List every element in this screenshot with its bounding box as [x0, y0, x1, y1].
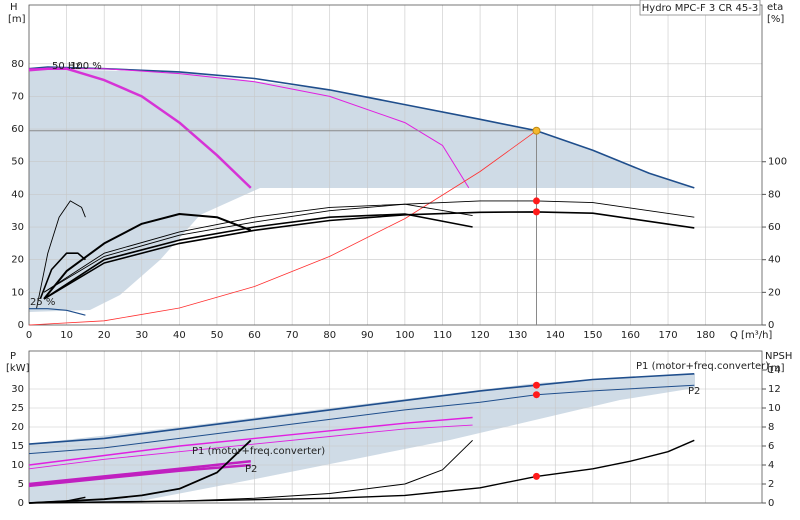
duty-point	[532, 197, 540, 205]
duty-point	[532, 391, 540, 399]
y-tick-label: 60	[11, 124, 24, 135]
curve	[43, 213, 473, 300]
curve	[36, 200, 86, 309]
curve	[28, 384, 695, 455]
annotation: 100 %	[70, 61, 102, 72]
x-tick-label: 60	[248, 330, 261, 341]
y2-tick-label: 2	[768, 479, 774, 490]
x-tick-label: 170	[658, 330, 677, 341]
x-tick-label: 30	[135, 330, 148, 341]
curve	[28, 373, 695, 445]
curve	[43, 203, 473, 293]
y2-axis-unit: [m]	[767, 363, 785, 374]
y2-tick-label: 40	[768, 255, 781, 266]
curve	[28, 424, 473, 470]
x-tick-label: 120	[471, 330, 490, 341]
curve	[29, 68, 470, 189]
y-tick-label: 15	[11, 441, 24, 452]
y-axis-label: P	[10, 351, 16, 362]
curve	[28, 439, 473, 504]
y2-axis-label: eta	[767, 2, 783, 13]
curve	[43, 200, 695, 293]
x-tick-label: 180	[696, 330, 715, 341]
duty-point	[532, 381, 540, 389]
y-tick-label: 40	[11, 189, 24, 200]
x-tick-label: 80	[323, 330, 336, 341]
y2-axis-unit: [%]	[767, 14, 784, 25]
x-tick-label: 10	[60, 330, 73, 341]
x-tick-label: 40	[173, 330, 186, 341]
y-tick-label: 5	[18, 479, 24, 490]
y-tick-label: 80	[11, 59, 24, 70]
y-tick-label: 0	[18, 498, 24, 509]
plot-frame	[28, 350, 763, 504]
y-tick-label: 50	[11, 157, 24, 168]
x-tick-label: 20	[98, 330, 111, 341]
x-axis-label: Q [m³/h]	[730, 330, 772, 341]
y-tick-label: 10	[11, 287, 24, 298]
x-tick-label: 140	[546, 330, 565, 341]
y2-tick-label: 20	[768, 287, 781, 298]
annotation: P1 (motor+freq.converter)	[636, 361, 769, 372]
y2-axis-label: NPSH	[765, 351, 792, 362]
y2-tick-label: 0	[768, 498, 774, 509]
y-tick-label: 25	[11, 403, 24, 414]
annotation: 25 %	[30, 297, 55, 308]
curve	[43, 211, 695, 300]
x-tick-label: 160	[621, 330, 640, 341]
y2-tick-label: 80	[768, 189, 781, 200]
y2-tick-label: 4	[768, 460, 774, 471]
duty-point	[532, 126, 541, 135]
duty-point	[532, 472, 540, 480]
x-tick-label: 70	[286, 330, 299, 341]
curve	[39, 252, 86, 300]
y2-tick-label: 12	[768, 384, 781, 395]
chart-title: Hydro MPC-F 3 CR 45-3	[642, 3, 759, 14]
curve	[28, 130, 537, 326]
x-tick-label: 150	[583, 330, 602, 341]
curve	[28, 439, 252, 504]
y2-tick-label: 14	[768, 365, 781, 376]
y-tick-label: 30	[11, 222, 24, 233]
y2-tick-label: 0	[768, 320, 774, 331]
title-box	[639, 0, 761, 16]
y-tick-label: 20	[11, 255, 24, 266]
annotation: P2	[245, 464, 257, 475]
y-axis-unit: [m]	[8, 14, 26, 25]
curve	[28, 459, 251, 486]
curve	[43, 213, 252, 300]
curve	[28, 439, 695, 504]
y-axis-label: H	[10, 2, 18, 13]
annotation: P2	[688, 386, 700, 397]
y2-tick-label: 8	[768, 422, 774, 433]
x-tick-label: 100	[395, 330, 414, 341]
y2-tick-label: 6	[768, 441, 774, 452]
x-tick-label: 50	[211, 330, 224, 341]
curve	[28, 463, 251, 488]
x-tick-label: 130	[508, 330, 527, 341]
envelope-shade	[29, 374, 695, 503]
y2-tick-label: 100	[768, 157, 787, 168]
duty-point	[532, 208, 540, 216]
annotation: P1 (motor+freq.converter)	[192, 446, 325, 457]
curve	[29, 308, 86, 316]
annotation: 50 Hz	[52, 61, 81, 72]
y-axis-unit: [kW]	[6, 363, 30, 374]
y-tick-label: 20	[11, 422, 24, 433]
x-tick-label: 110	[433, 330, 452, 341]
y-tick-label: 70	[11, 91, 24, 102]
x-tick-label: 90	[361, 330, 374, 341]
y-tick-label: 10	[11, 460, 24, 471]
curve	[28, 496, 86, 504]
curve	[28, 416, 473, 466]
y2-tick-label: 60	[768, 222, 781, 233]
y-tick-label: 0	[18, 320, 24, 331]
plot-frame	[28, 4, 763, 326]
y-tick-label: 30	[11, 384, 24, 395]
x-tick-label: 0	[26, 330, 32, 341]
y2-tick-label: 10	[768, 403, 781, 414]
